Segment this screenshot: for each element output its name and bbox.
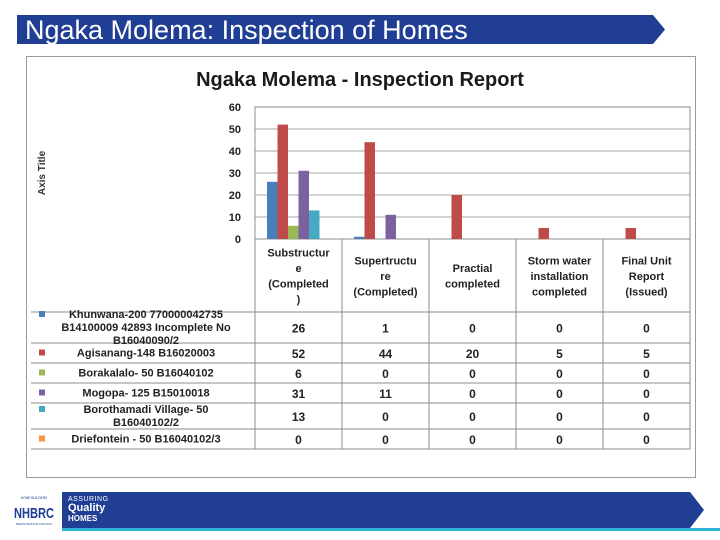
data-value: 0 bbox=[295, 433, 302, 447]
category-label: re bbox=[380, 271, 390, 283]
series-label: Agisanang-148 B16020003 bbox=[77, 348, 215, 360]
data-value: 0 bbox=[556, 322, 563, 336]
data-value: 13 bbox=[292, 410, 306, 424]
data-value: 0 bbox=[643, 387, 650, 401]
data-value: 0 bbox=[556, 387, 563, 401]
y-tick-label: 20 bbox=[229, 190, 241, 202]
category-label: ) bbox=[297, 294, 301, 306]
data-value: 0 bbox=[469, 367, 476, 381]
tagline-quality: Quality bbox=[68, 502, 106, 514]
data-value: 0 bbox=[469, 387, 476, 401]
bar bbox=[354, 236, 365, 239]
data-value: 0 bbox=[469, 410, 476, 424]
footer-accent-bar bbox=[62, 528, 720, 531]
category-label: completed bbox=[445, 279, 500, 291]
footer bbox=[0, 492, 720, 540]
data-value: 11 bbox=[379, 387, 392, 401]
category-label: Report bbox=[629, 271, 665, 283]
tagline-assuring: ASSURING bbox=[68, 496, 109, 503]
title-bar bbox=[17, 15, 665, 44]
category-label: Final Unit bbox=[621, 255, 671, 267]
series-label: Borothamadi Village- 50 bbox=[83, 404, 208, 416]
data-value: 5 bbox=[556, 347, 563, 361]
tagline-homes: HOMES bbox=[68, 514, 98, 523]
y-tick-label: 10 bbox=[229, 212, 241, 224]
bar bbox=[288, 225, 299, 239]
bar bbox=[298, 170, 309, 239]
chart-frame bbox=[26, 56, 696, 478]
bar bbox=[625, 228, 636, 239]
category-label: (Completed bbox=[268, 279, 329, 291]
data-value: 1 bbox=[382, 322, 389, 336]
series-label: Khunwana-200 770000042735 bbox=[69, 309, 223, 321]
category-label: installation bbox=[530, 271, 588, 283]
plot-area-border bbox=[254, 106, 691, 240]
bar bbox=[277, 124, 288, 239]
chart-title: Ngaka Molema - Inspection Report bbox=[196, 69, 524, 91]
legend-key bbox=[39, 406, 45, 412]
series-label: B16040102/2 bbox=[113, 417, 179, 429]
legend-key bbox=[39, 369, 45, 376]
category-label: Storm water bbox=[528, 255, 592, 267]
category-label: completed bbox=[532, 286, 587, 298]
data-value: 0 bbox=[556, 433, 563, 447]
category-label: Substructur bbox=[267, 248, 330, 260]
category-label: e bbox=[295, 263, 301, 275]
slide-title: Ngaka Molema: Inspection of Homes bbox=[25, 15, 468, 45]
data-value: 20 bbox=[466, 347, 480, 361]
legend-key bbox=[39, 349, 45, 356]
data-value: 6 bbox=[295, 367, 302, 381]
y-tick-label: 60 bbox=[229, 102, 241, 114]
y-tick-label: 40 bbox=[229, 146, 241, 158]
bar bbox=[364, 142, 375, 239]
data-value: 0 bbox=[643, 433, 650, 447]
bar bbox=[385, 214, 396, 239]
series-label: B16040090/2 bbox=[113, 335, 179, 347]
data-value: 31 bbox=[292, 387, 306, 401]
bar bbox=[538, 228, 549, 239]
legend-key bbox=[39, 389, 45, 396]
series-label: Borakalalo- 50 B16040102 bbox=[78, 368, 213, 380]
data-value: 0 bbox=[556, 410, 563, 424]
y-tick-label: 50 bbox=[229, 124, 241, 136]
y-tick-label: 30 bbox=[229, 168, 241, 180]
data-value: 0 bbox=[469, 322, 476, 336]
category-label: Practial bbox=[453, 263, 493, 275]
data-value: 0 bbox=[382, 433, 389, 447]
series-label: Driefontein - 50 B16040102/3 bbox=[71, 434, 220, 446]
logo-subtext-bottom: REGISTRATION COUNCIL bbox=[16, 522, 53, 526]
bar bbox=[451, 195, 462, 239]
legend-key bbox=[39, 311, 45, 317]
legend-key bbox=[39, 435, 45, 442]
series-label: Mogopa- 125 B15010018 bbox=[82, 388, 209, 400]
bar bbox=[309, 210, 320, 239]
category-label: Supertructu bbox=[354, 255, 416, 267]
data-value: 5 bbox=[643, 347, 650, 361]
y-axis-title: Axis Title bbox=[37, 150, 48, 195]
logo-subtext-top: HOME BUILDERS bbox=[21, 496, 47, 500]
data-value: 26 bbox=[292, 322, 306, 336]
category-label: (Issued) bbox=[625, 286, 668, 298]
bar bbox=[267, 181, 278, 239]
data-value: 0 bbox=[469, 433, 476, 447]
data-value: 44 bbox=[379, 347, 393, 361]
footer-band bbox=[62, 492, 704, 528]
title-bar-shape bbox=[17, 15, 665, 44]
nhbrc-logo: HOME BUILDERS NHBRC REGISTRATION COUNCIL bbox=[12, 494, 56, 528]
data-value: 0 bbox=[556, 367, 563, 381]
data-value: 52 bbox=[292, 347, 306, 361]
data-value: 0 bbox=[382, 367, 389, 381]
data-value: 0 bbox=[643, 322, 650, 336]
data-value: 0 bbox=[643, 367, 650, 381]
data-value: 0 bbox=[382, 410, 389, 424]
series-label: B14100009 42893 Incomplete No bbox=[61, 322, 231, 334]
y-tick-label: 0 bbox=[235, 234, 241, 246]
data-value: 0 bbox=[643, 410, 650, 424]
logo-text: NHBRC bbox=[14, 505, 54, 522]
inspection-chart: Ngaka Molema - Inspection Report Axis Tit… bbox=[31, 69, 691, 450]
category-label: (Completed) bbox=[353, 286, 418, 298]
